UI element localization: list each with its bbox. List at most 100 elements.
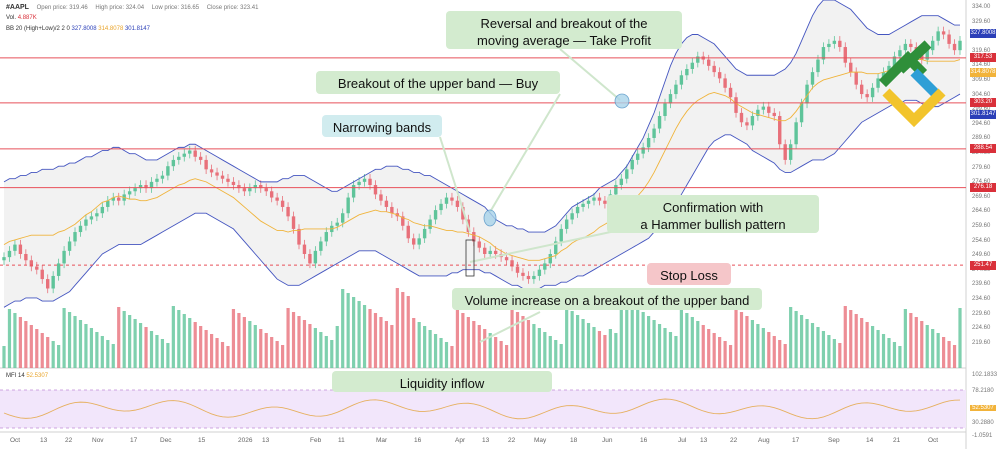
- candle-body: [84, 219, 88, 226]
- bb-lower-line: [3, 93, 961, 308]
- mfi-tick-label: -1.0591: [972, 433, 993, 439]
- time-tick-label: 15: [198, 437, 206, 444]
- time-tick-label: 22: [730, 437, 738, 444]
- candle-body: [668, 94, 673, 104]
- candle-body: [455, 200, 460, 207]
- volume-bar: [870, 326, 875, 368]
- candle-body: [308, 253, 312, 264]
- volume-bar: [384, 321, 388, 368]
- candle-body: [586, 200, 591, 204]
- volume-bar: [368, 309, 372, 368]
- candle-body: [215, 172, 219, 176]
- hammer-line2: a Hammer bullish pattern: [640, 217, 786, 232]
- volume-bar: [543, 332, 547, 368]
- candle-body: [368, 178, 372, 186]
- high-price: High price: 324.04: [95, 5, 145, 11]
- volume-bar: [204, 330, 208, 368]
- candle-body: [657, 116, 662, 129]
- candle-body: [100, 206, 105, 214]
- volume-bar: [745, 316, 749, 368]
- volume-bar: [657, 324, 662, 368]
- candle-body: [7, 250, 12, 258]
- price-tick-label: 234.60: [972, 296, 991, 302]
- time-tick-label: 22: [508, 437, 516, 444]
- volume-bar: [570, 311, 574, 368]
- candle-body: [761, 106, 766, 110]
- volume-bar: [728, 345, 733, 368]
- volume-bar: [237, 313, 241, 368]
- volume-bar: [302, 320, 307, 368]
- volume-bar: [789, 307, 793, 368]
- candle-body: [821, 47, 826, 60]
- candle-body: [335, 222, 339, 226]
- volume-bar: [494, 337, 498, 368]
- candle-body: [679, 75, 684, 85]
- bb-middle-line: [3, 59, 961, 261]
- volume-bar: [330, 340, 334, 368]
- liquidity-inflow-callout: Liquidity inflow: [332, 371, 552, 392]
- volume-bar: [625, 300, 629, 368]
- candle-body: [111, 197, 115, 201]
- candle-body: [18, 244, 23, 254]
- price-tick-label: 249.60: [972, 252, 991, 259]
- volume-bar: [931, 329, 935, 368]
- volume-bar: [887, 338, 891, 368]
- candle-body: [930, 40, 935, 51]
- candle-body: [745, 122, 749, 126]
- volume-bar: [466, 317, 470, 368]
- volume-bar: [854, 314, 858, 368]
- candle-body: [450, 197, 454, 201]
- volume-bar: [827, 335, 831, 368]
- time-tick-label: 22: [65, 437, 73, 444]
- time-tick-label: 18: [570, 437, 578, 444]
- candle-body: [472, 232, 476, 242]
- candle-body: [564, 219, 569, 229]
- volume-bar: [264, 333, 268, 368]
- candle-body: [264, 188, 268, 192]
- volume-bar: [259, 329, 263, 368]
- volume-bar: [936, 333, 940, 368]
- volume-bar: [177, 310, 181, 368]
- volume-bar: [838, 343, 842, 368]
- volume-bar: [286, 308, 290, 368]
- candle-body: [406, 225, 410, 239]
- volume-bar: [100, 336, 104, 368]
- volume-bar: [515, 312, 520, 368]
- time-tick-label: Jul: [678, 437, 687, 444]
- time-tick-label: 13: [262, 437, 270, 444]
- volume-bar: [576, 315, 580, 368]
- candle-body: [155, 178, 159, 182]
- candle-body: [947, 34, 951, 44]
- time-tick-label: 13: [482, 437, 490, 444]
- candle-body: [723, 78, 727, 88]
- candle-body: [188, 150, 192, 154]
- candle-body: [401, 216, 405, 226]
- volume-bar: [24, 321, 28, 368]
- mfi-band: [0, 390, 966, 428]
- volume-bar: [614, 333, 618, 368]
- volume-bar: [892, 342, 897, 368]
- volume-bar: [876, 330, 880, 368]
- candle-body: [717, 72, 722, 79]
- volume-bar: [2, 346, 6, 368]
- volume-bar: [805, 319, 809, 368]
- volume-bar: [772, 336, 776, 368]
- candle-body: [133, 188, 137, 192]
- volume-bar: [843, 306, 847, 368]
- bb-value-tag: 301.8147: [970, 110, 996, 119]
- price-level-tag: 288.54: [970, 144, 996, 154]
- candle-body: [379, 194, 383, 201]
- candle-body: [756, 109, 760, 117]
- candle-body: [646, 137, 651, 148]
- volume-bar: [630, 304, 634, 368]
- volume-bar: [78, 320, 83, 368]
- bb-value-tag: 314.8078: [970, 68, 996, 77]
- mfi-tick-label: 102.1833: [972, 372, 998, 378]
- candle-body: [357, 181, 361, 186]
- volume-bar: [608, 329, 612, 368]
- candle-body: [707, 59, 711, 66]
- volume-bar: [51, 341, 55, 368]
- volume-bar: [275, 341, 279, 368]
- candle-body: [149, 181, 154, 189]
